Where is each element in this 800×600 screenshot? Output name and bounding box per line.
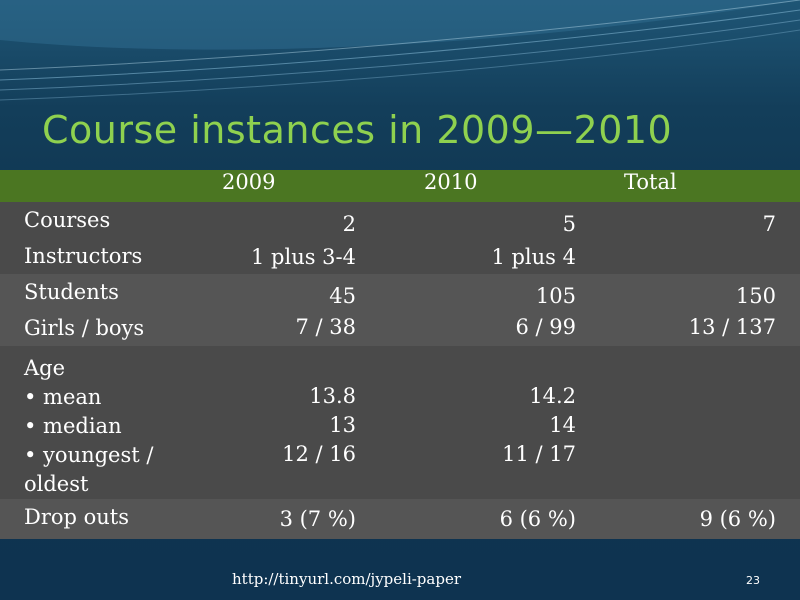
cell-2009: 13.8 13 12 / 16 — [200, 346, 400, 499]
age-mean-2009: 13.8 — [309, 384, 356, 408]
row-label: Instructors — [24, 244, 143, 268]
age-range-2009: 12 / 16 — [282, 442, 356, 466]
footer-url: http://tinyurl.com/jypeli-paper — [232, 570, 462, 588]
cell-2010: 5 — [562, 212, 576, 236]
header-2009: 2009 — [222, 170, 276, 194]
cell-2010: 6 (6 %) — [499, 507, 576, 531]
table-row: Instructors 1 plus 3-4 1 plus 4 — [0, 238, 800, 274]
age-youngest-label: • youngest / — [24, 443, 154, 467]
cell-total: 13 / 137 — [688, 315, 776, 339]
table-row: Age • mean • median • youngest / oldest … — [0, 346, 800, 499]
age-median-label: • median — [24, 414, 122, 438]
cell-total: 7 — [762, 212, 776, 236]
cell-total: 150 — [735, 284, 776, 308]
age-label: Age — [24, 356, 66, 380]
age-mean-label: • mean — [24, 385, 102, 409]
row-label: Drop outs — [24, 505, 130, 529]
age-mean-2010: 14.2 — [529, 384, 576, 408]
table-row: Girls / boys 7 / 38 6 / 99 13 / 137 — [0, 310, 800, 346]
row-label: Girls / boys — [24, 316, 145, 340]
cell-2010: 105 — [535, 284, 576, 308]
table-row: Students 45 105 150 — [0, 274, 800, 310]
cell-2010: 6 / 99 — [515, 315, 576, 339]
table-row: Courses 2 5 7 — [0, 202, 800, 238]
header-2010: 2010 — [424, 170, 478, 194]
cell-2009: 1 plus 3-4 — [251, 245, 356, 269]
cell-2010: 14.2 14 11 / 17 — [400, 346, 600, 499]
age-range-2010: 11 / 17 — [502, 442, 576, 466]
course-table: 2009 2010 Total Courses 2 5 7 Instructor… — [0, 170, 800, 539]
cell-2009: 7 / 38 — [295, 315, 356, 339]
decorative-swoosh — [0, 0, 800, 101]
cell-2009: 3 (7 %) — [279, 507, 356, 531]
cell-total: 9 (6 %) — [699, 507, 776, 531]
page-number: 23 — [746, 574, 760, 587]
cell-2009: 2 — [342, 212, 356, 236]
row-label-age: Age • mean • median • youngest / oldest — [0, 346, 200, 499]
age-oldest-label: oldest — [24, 472, 89, 496]
table-row: Drop outs 3 (7 %) 6 (6 %) 9 (6 %) — [0, 499, 800, 539]
cell-total — [600, 346, 800, 499]
page-title: Course instances in 2009—2010 — [42, 108, 673, 152]
header-empty — [0, 170, 200, 202]
row-label: Students — [24, 280, 119, 304]
age-median-2009: 13 — [329, 413, 356, 437]
cell-total — [600, 238, 800, 274]
header-total: Total — [624, 170, 677, 194]
row-label: Courses — [24, 208, 111, 232]
table-header: 2009 2010 Total — [0, 170, 800, 202]
cell-2009: 45 — [329, 284, 356, 308]
age-median-2010: 14 — [549, 413, 576, 437]
cell-2010: 1 plus 4 — [491, 245, 576, 269]
